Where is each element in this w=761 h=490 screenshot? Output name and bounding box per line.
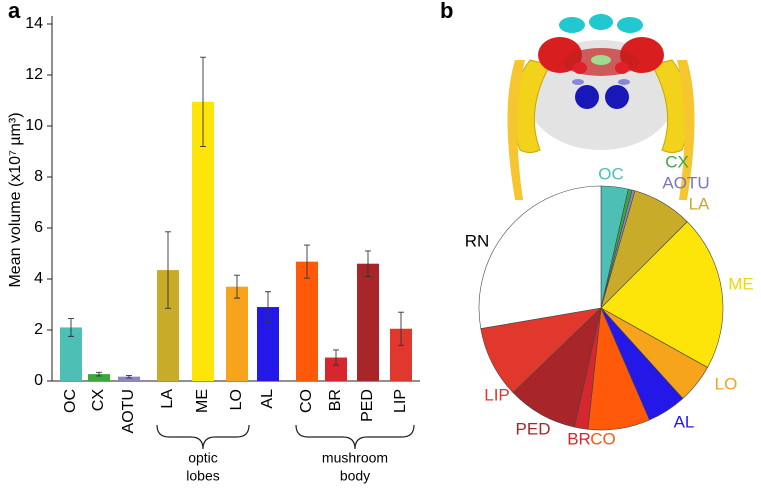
bar xyxy=(226,286,248,381)
bar xyxy=(192,101,214,382)
y-axis-label: Mean volume (x10⁷ µm³) xyxy=(7,112,24,287)
pie-label: BR xyxy=(567,429,591,448)
group-brace xyxy=(295,424,415,450)
y-tick-label: 6 xyxy=(34,219,43,236)
pie-label: LA xyxy=(689,194,710,213)
bar xyxy=(88,374,110,381)
pie-label: ME xyxy=(728,274,754,293)
x-tick-label: LO xyxy=(228,389,245,410)
brain-render xyxy=(507,14,695,200)
x-tick-label: ME xyxy=(194,389,211,413)
y-tick-label: 8 xyxy=(34,168,43,185)
error-bar xyxy=(398,311,404,346)
x-tick-label: LIP xyxy=(392,389,409,413)
error-bar xyxy=(265,291,271,323)
group-label: lobes xyxy=(186,468,219,484)
group-label: optic xyxy=(188,450,218,466)
panel-label: b xyxy=(440,0,453,23)
y-tick-label: 4 xyxy=(34,270,43,287)
y-tick-label: 2 xyxy=(34,321,43,338)
pie-label: CX xyxy=(665,152,689,171)
error-bar xyxy=(333,349,339,366)
x-tick-label: AL xyxy=(259,389,276,409)
pie-label: CO xyxy=(590,429,616,448)
bar xyxy=(157,270,179,381)
y-tick-label: 10 xyxy=(25,117,43,134)
x-tick-label: BR xyxy=(327,389,344,411)
group-label: mushroom xyxy=(322,450,388,466)
panel-label: a xyxy=(8,0,21,23)
error-bar xyxy=(68,318,74,337)
bar xyxy=(325,357,347,381)
pie-label: LO xyxy=(715,374,738,393)
pie-label: RN xyxy=(465,231,490,250)
x-tick-label: PED xyxy=(359,389,376,422)
error-bar xyxy=(126,374,132,379)
bar xyxy=(390,328,412,381)
y-tick-label: 12 xyxy=(25,66,43,83)
group-label: body xyxy=(340,468,370,484)
error-bar xyxy=(200,56,206,147)
pie-label: AOTU xyxy=(662,173,709,192)
pie-slice xyxy=(478,185,602,329)
y-tick-label: 14 xyxy=(25,15,43,32)
error-bar xyxy=(365,250,371,277)
group-brace xyxy=(156,424,250,450)
bar xyxy=(296,261,318,381)
x-tick-label: CX xyxy=(90,389,107,412)
y-tick-label: 0 xyxy=(34,372,43,389)
bar xyxy=(357,263,379,381)
pie-slice xyxy=(600,221,724,368)
pie-label: LIP xyxy=(484,385,510,404)
error-bar xyxy=(304,244,310,279)
x-tick-label: OC xyxy=(62,389,79,413)
error-bar xyxy=(96,371,102,377)
x-tick-label: AOTU xyxy=(120,389,137,433)
bar xyxy=(60,327,82,381)
error-bar xyxy=(234,274,240,299)
bar xyxy=(257,307,279,381)
bar xyxy=(118,376,140,381)
pie-label: AL xyxy=(674,412,695,431)
x-tick-label: CO xyxy=(298,389,315,413)
pie-label: OC xyxy=(598,164,624,183)
x-tick-label: LA xyxy=(159,389,176,409)
pie-label: PED xyxy=(516,419,551,438)
error-bar xyxy=(165,231,171,309)
